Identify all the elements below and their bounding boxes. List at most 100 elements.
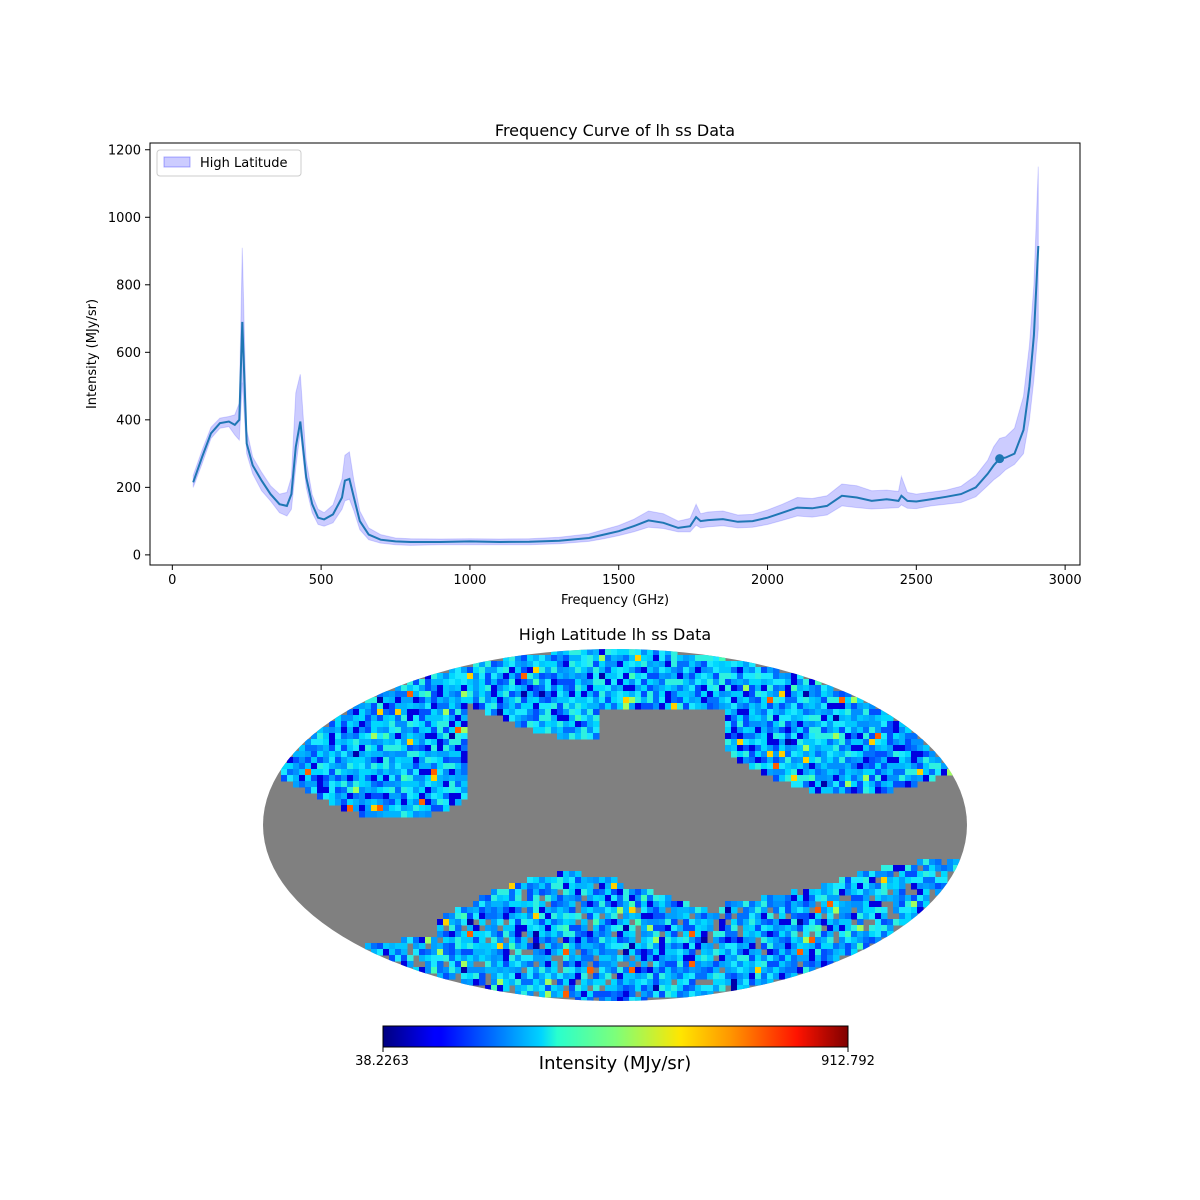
- map-pixel: [383, 703, 390, 710]
- map-pixel: [611, 991, 618, 998]
- map-pixel: [461, 733, 468, 740]
- map-pixel: [773, 769, 780, 776]
- map-pixel: [563, 733, 570, 740]
- map-pixel: [773, 973, 780, 980]
- map-pixel: [707, 667, 714, 674]
- map-pixel: [701, 967, 708, 974]
- map-pixel: [449, 943, 456, 950]
- map-pixel: [587, 727, 594, 734]
- map-pixel: [743, 985, 750, 992]
- map-pixel: [485, 661, 492, 668]
- map-pixel: [755, 979, 762, 986]
- map-pixel: [497, 985, 504, 992]
- map-pixel: [671, 961, 678, 968]
- map-pixel: [563, 955, 570, 962]
- map-pixel: [371, 727, 378, 734]
- map-pixel: [923, 757, 930, 764]
- map-pixel: [911, 901, 918, 908]
- colorbar-max-label: 912.792: [821, 1054, 875, 1069]
- map-pixel: [503, 955, 510, 962]
- map-pixel: [797, 757, 804, 764]
- map-pixel: [869, 763, 876, 770]
- map-pixel: [521, 901, 528, 908]
- map-pixel: [695, 943, 702, 950]
- map-pixel: [737, 913, 744, 920]
- map-pixel: [569, 937, 576, 944]
- map-pixel: [887, 781, 894, 788]
- map-pixel: [797, 775, 804, 782]
- map-pixel: [593, 685, 600, 692]
- map-pixel: [593, 721, 600, 728]
- map-pixel: [719, 667, 726, 674]
- map-pixel: [863, 727, 870, 734]
- map-pixel: [773, 673, 780, 680]
- map-pixel: [359, 739, 366, 746]
- map-pixel: [815, 685, 822, 692]
- map-pixel: [329, 745, 336, 752]
- map-pixel: [515, 889, 522, 896]
- map-pixel: [761, 769, 768, 776]
- map-pixel: [833, 757, 840, 764]
- map-pixel: [437, 925, 444, 932]
- map-pixel: [509, 685, 516, 692]
- map-pixel: [569, 991, 576, 998]
- map-pixel: [725, 703, 732, 710]
- map-pixel: [737, 961, 744, 968]
- map-pixel: [905, 895, 912, 902]
- map-pixel: [809, 919, 816, 926]
- map-pixel: [533, 721, 540, 728]
- map-pixel: [407, 937, 414, 944]
- map-pixel: [587, 931, 594, 938]
- map-pixel: [377, 943, 384, 950]
- map-pixel: [737, 937, 744, 944]
- map-pixel: [443, 703, 450, 710]
- map-pixel: [365, 775, 372, 782]
- map-pixel: [893, 865, 900, 872]
- map-pixel: [407, 781, 414, 788]
- map-pixel: [755, 667, 762, 674]
- map-pixel: [449, 781, 456, 788]
- map-pixel: [401, 757, 408, 764]
- map-pixel: [881, 919, 888, 926]
- map-pixel: [935, 877, 942, 884]
- map-pixel: [701, 907, 708, 914]
- map-pixel: [575, 685, 582, 692]
- map-pixel: [767, 679, 774, 686]
- map-pixel: [623, 649, 630, 656]
- map-pixel: [581, 967, 588, 974]
- map-pixel: [623, 685, 630, 692]
- map-pixel: [899, 877, 906, 884]
- map-pixel: [623, 955, 630, 962]
- map-pixel: [857, 913, 864, 920]
- map-pixel: [761, 931, 768, 938]
- map-pixel: [569, 697, 576, 704]
- map-pixel: [545, 949, 552, 956]
- map-pixel: [761, 727, 768, 734]
- map-pixel: [455, 739, 462, 746]
- map-pixel: [929, 865, 936, 872]
- map-pixel: [713, 703, 720, 710]
- map-pixel: [437, 805, 444, 812]
- band-layer: [192, 166, 1040, 546]
- map-pixel: [563, 661, 570, 668]
- map-pixel: [407, 727, 414, 734]
- map-pixel: [461, 967, 468, 974]
- map-pixel: [581, 901, 588, 908]
- map-pixel: [689, 949, 696, 956]
- map-pixel: [641, 925, 648, 932]
- map-pixel: [419, 739, 426, 746]
- map-pixel: [431, 721, 438, 728]
- map-pixel: [617, 907, 624, 914]
- map-pixel: [935, 763, 942, 770]
- map-pixel: [743, 937, 750, 944]
- map-pixel: [443, 937, 450, 944]
- map-pixel: [407, 805, 414, 812]
- map-pixel: [527, 655, 534, 662]
- map-pixel: [311, 757, 318, 764]
- map-pixel: [443, 775, 450, 782]
- map-pixel: [911, 733, 918, 740]
- map-pixel: [323, 781, 330, 788]
- map-pixel: [695, 961, 702, 968]
- map-pixel: [641, 913, 648, 920]
- map-pixel: [371, 805, 378, 812]
